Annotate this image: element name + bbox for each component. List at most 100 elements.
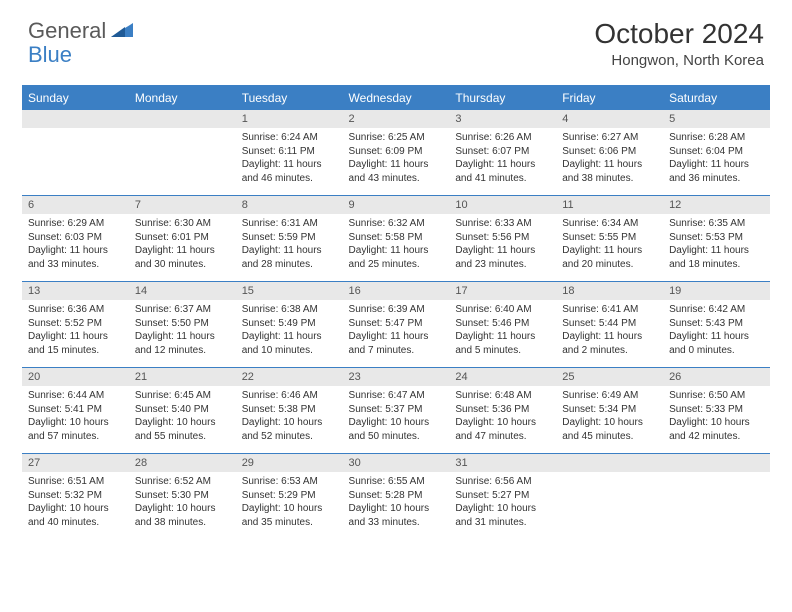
- day-number: [129, 110, 236, 128]
- sunset-text: Sunset: 6:04 PM: [669, 145, 764, 159]
- day-details: Sunrise: 6:34 AMSunset: 5:55 PMDaylight:…: [556, 214, 663, 282]
- sunrise-text: Sunrise: 6:29 AM: [28, 217, 123, 231]
- day-details: Sunrise: 6:29 AMSunset: 6:03 PMDaylight:…: [22, 214, 129, 282]
- day-details: Sunrise: 6:56 AMSunset: 5:27 PMDaylight:…: [449, 472, 556, 539]
- daylight-text: Daylight: 10 hours and 31 minutes.: [455, 502, 550, 529]
- day-details: Sunrise: 6:45 AMSunset: 5:40 PMDaylight:…: [129, 386, 236, 454]
- daylight-text: Daylight: 10 hours and 38 minutes.: [135, 502, 230, 529]
- day-number: 3: [449, 110, 556, 128]
- brand-part2-wrap: Blue: [28, 42, 72, 68]
- day-number: 31: [449, 454, 556, 473]
- daylight-text: Daylight: 10 hours and 35 minutes.: [242, 502, 337, 529]
- sunset-text: Sunset: 5:58 PM: [349, 231, 444, 245]
- sunset-text: Sunset: 5:52 PM: [28, 317, 123, 331]
- brand-part2: Blue: [28, 42, 72, 67]
- day-number: 4: [556, 110, 663, 128]
- day-details: Sunrise: 6:40 AMSunset: 5:46 PMDaylight:…: [449, 300, 556, 368]
- daylight-text: Daylight: 11 hours and 28 minutes.: [242, 244, 337, 271]
- day-number: 25: [556, 368, 663, 387]
- sunset-text: Sunset: 5:33 PM: [669, 403, 764, 417]
- sunset-text: Sunset: 5:59 PM: [242, 231, 337, 245]
- sunrise-text: Sunrise: 6:41 AM: [562, 303, 657, 317]
- sunrise-text: Sunrise: 6:49 AM: [562, 389, 657, 403]
- sunrise-text: Sunrise: 6:47 AM: [349, 389, 444, 403]
- day-number: 22: [236, 368, 343, 387]
- daylight-text: Daylight: 11 hours and 25 minutes.: [349, 244, 444, 271]
- day-details: [556, 472, 663, 539]
- brand-logo: General: [28, 18, 135, 44]
- daylight-text: Daylight: 11 hours and 36 minutes.: [669, 158, 764, 185]
- daylight-text: Daylight: 11 hours and 0 minutes.: [669, 330, 764, 357]
- sunrise-text: Sunrise: 6:25 AM: [349, 131, 444, 145]
- sunset-text: Sunset: 5:38 PM: [242, 403, 337, 417]
- daylight-text: Daylight: 11 hours and 18 minutes.: [669, 244, 764, 271]
- day-details: Sunrise: 6:25 AMSunset: 6:09 PMDaylight:…: [343, 128, 450, 196]
- day-details: Sunrise: 6:49 AMSunset: 5:34 PMDaylight:…: [556, 386, 663, 454]
- day-details: Sunrise: 6:50 AMSunset: 5:33 PMDaylight:…: [663, 386, 770, 454]
- sunrise-text: Sunrise: 6:32 AM: [349, 217, 444, 231]
- daylight-text: Daylight: 10 hours and 33 minutes.: [349, 502, 444, 529]
- sunset-text: Sunset: 5:29 PM: [242, 489, 337, 503]
- day-details: [663, 472, 770, 539]
- sunset-text: Sunset: 6:03 PM: [28, 231, 123, 245]
- sunset-text: Sunset: 5:46 PM: [455, 317, 550, 331]
- day-number: [556, 454, 663, 473]
- day-header: Wednesday: [343, 86, 450, 111]
- daylight-text: Daylight: 10 hours and 45 minutes.: [562, 416, 657, 443]
- day-details: Sunrise: 6:37 AMSunset: 5:50 PMDaylight:…: [129, 300, 236, 368]
- day-details: Sunrise: 6:55 AMSunset: 5:28 PMDaylight:…: [343, 472, 450, 539]
- brand-triangle-icon: [111, 21, 133, 42]
- sunrise-text: Sunrise: 6:34 AM: [562, 217, 657, 231]
- month-title: October 2024: [594, 18, 764, 50]
- sunset-text: Sunset: 5:53 PM: [669, 231, 764, 245]
- day-number: 19: [663, 282, 770, 301]
- day-details: Sunrise: 6:35 AMSunset: 5:53 PMDaylight:…: [663, 214, 770, 282]
- daylight-text: Daylight: 11 hours and 33 minutes.: [28, 244, 123, 271]
- day-number: 13: [22, 282, 129, 301]
- sunrise-text: Sunrise: 6:53 AM: [242, 475, 337, 489]
- sunrise-text: Sunrise: 6:42 AM: [669, 303, 764, 317]
- daylight-text: Daylight: 11 hours and 7 minutes.: [349, 330, 444, 357]
- sunrise-text: Sunrise: 6:38 AM: [242, 303, 337, 317]
- sunrise-text: Sunrise: 6:39 AM: [349, 303, 444, 317]
- day-details: Sunrise: 6:26 AMSunset: 6:07 PMDaylight:…: [449, 128, 556, 196]
- day-number: 8: [236, 196, 343, 215]
- day-number: 27: [22, 454, 129, 473]
- day-number: 14: [129, 282, 236, 301]
- sunrise-text: Sunrise: 6:30 AM: [135, 217, 230, 231]
- sunrise-text: Sunrise: 6:44 AM: [28, 389, 123, 403]
- day-header: Thursday: [449, 86, 556, 111]
- day-details: Sunrise: 6:42 AMSunset: 5:43 PMDaylight:…: [663, 300, 770, 368]
- day-details: [22, 128, 129, 196]
- day-header: Saturday: [663, 86, 770, 111]
- sunset-text: Sunset: 6:11 PM: [242, 145, 337, 159]
- day-details: Sunrise: 6:53 AMSunset: 5:29 PMDaylight:…: [236, 472, 343, 539]
- sunset-text: Sunset: 6:01 PM: [135, 231, 230, 245]
- daylight-text: Daylight: 11 hours and 12 minutes.: [135, 330, 230, 357]
- day-header: Sunday: [22, 86, 129, 111]
- day-number: 16: [343, 282, 450, 301]
- header: General October 2024 Hongwon, North Kore…: [0, 0, 792, 77]
- sunset-text: Sunset: 5:41 PM: [28, 403, 123, 417]
- daylight-text: Daylight: 11 hours and 30 minutes.: [135, 244, 230, 271]
- daylight-text: Daylight: 11 hours and 23 minutes.: [455, 244, 550, 271]
- sunrise-text: Sunrise: 6:37 AM: [135, 303, 230, 317]
- sunrise-text: Sunrise: 6:27 AM: [562, 131, 657, 145]
- sunrise-text: Sunrise: 6:28 AM: [669, 131, 764, 145]
- sunrise-text: Sunrise: 6:50 AM: [669, 389, 764, 403]
- daylight-text: Daylight: 11 hours and 38 minutes.: [562, 158, 657, 185]
- day-details: Sunrise: 6:33 AMSunset: 5:56 PMDaylight:…: [449, 214, 556, 282]
- daylight-text: Daylight: 10 hours and 47 minutes.: [455, 416, 550, 443]
- day-number: 28: [129, 454, 236, 473]
- day-number: 18: [556, 282, 663, 301]
- day-number: 9: [343, 196, 450, 215]
- day-number: 24: [449, 368, 556, 387]
- day-details: Sunrise: 6:27 AMSunset: 6:06 PMDaylight:…: [556, 128, 663, 196]
- day-number: [663, 454, 770, 473]
- day-details: Sunrise: 6:38 AMSunset: 5:49 PMDaylight:…: [236, 300, 343, 368]
- daylight-text: Daylight: 10 hours and 57 minutes.: [28, 416, 123, 443]
- day-details: Sunrise: 6:39 AMSunset: 5:47 PMDaylight:…: [343, 300, 450, 368]
- day-details: Sunrise: 6:46 AMSunset: 5:38 PMDaylight:…: [236, 386, 343, 454]
- sunrise-text: Sunrise: 6:45 AM: [135, 389, 230, 403]
- calendar-table: SundayMondayTuesdayWednesdayThursdayFrid…: [22, 85, 770, 539]
